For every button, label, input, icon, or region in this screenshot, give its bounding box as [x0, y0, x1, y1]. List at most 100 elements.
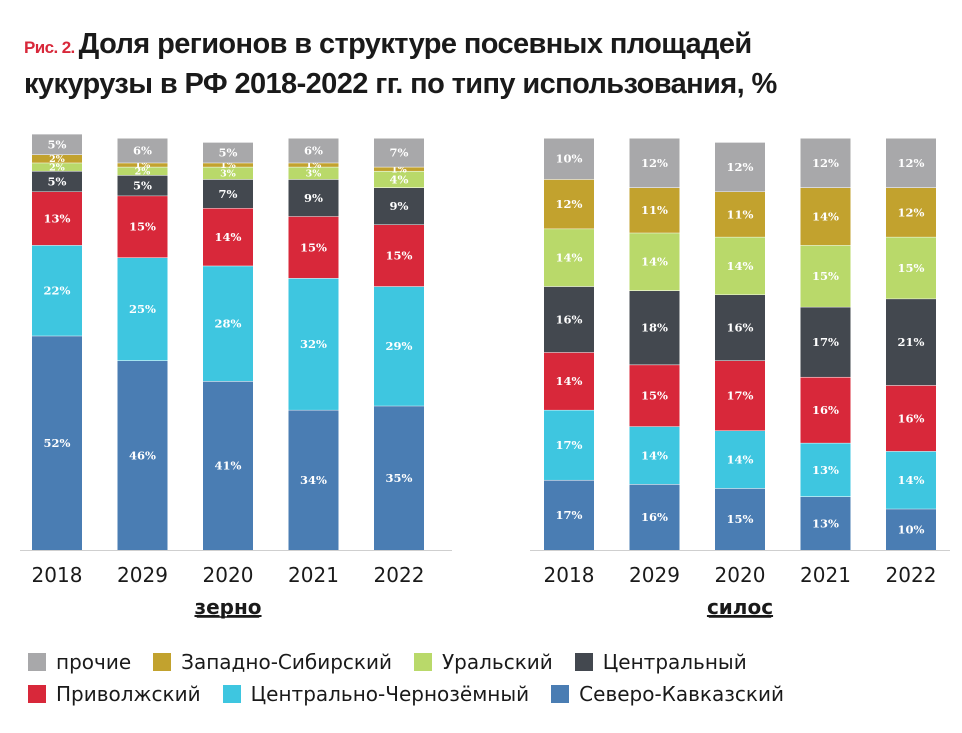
- data-label: 6%: [133, 144, 152, 158]
- x-tick-label: 2018: [32, 563, 83, 587]
- data-label: 46%: [129, 448, 156, 462]
- x-tick-label: 2018: [544, 563, 595, 587]
- data-label: 1%: [220, 160, 236, 171]
- bar-segment-zapsib: [32, 154, 82, 163]
- legend-item-centr: Центральный: [574, 650, 747, 674]
- title-line-1: Рис. 2. Доля регионов в структуре посевны…: [24, 26, 944, 66]
- data-label: 15%: [898, 261, 925, 275]
- data-label: 16%: [898, 411, 925, 425]
- bar-segment-privolzh: [629, 364, 680, 427]
- bar-segment-ccz: [800, 442, 851, 497]
- bar-segment-privolzh: [800, 376, 851, 443]
- legend-swatch: [574, 653, 593, 671]
- bar-segment-prochie: [800, 138, 851, 188]
- data-label: 1%: [135, 160, 151, 171]
- x-tick-label: 2021: [288, 563, 339, 587]
- bar-segment-ural: [288, 166, 339, 180]
- legend-item-ccz: Центрально-Чернозёмный: [222, 682, 530, 706]
- legend-swatch: [413, 653, 432, 671]
- bar-segment-prochie: [32, 133, 82, 155]
- bar-segment-ccz: [32, 245, 82, 336]
- data-label: 16%: [727, 321, 754, 335]
- data-label: 14%: [641, 255, 668, 269]
- data-label: 12%: [812, 156, 839, 170]
- data-label: 5%: [48, 137, 67, 151]
- legend-row: Приволжский Центрально-Чернозёмный Северо-…: [28, 678, 948, 710]
- data-label: 2%: [135, 166, 151, 177]
- bar-segment-zapsib: [374, 166, 424, 171]
- data-label: 14%: [556, 251, 583, 265]
- bar-segment-ccz: [629, 426, 680, 485]
- data-label: 10%: [898, 523, 925, 537]
- bar-segment-skfo: [117, 360, 168, 550]
- bar-segment-skfo: [374, 405, 424, 550]
- legend-label: Центральный: [602, 650, 747, 674]
- data-label: 14%: [812, 209, 839, 223]
- legend-item-skfo: Северо-Кавказский: [551, 682, 784, 706]
- data-label: 4%: [390, 172, 409, 186]
- bar-segment-ccz: [544, 409, 594, 480]
- data-label: 15%: [812, 269, 839, 283]
- data-label: 11%: [641, 203, 668, 217]
- bar-segment-zapsib: [715, 191, 765, 237]
- bar-segment-centr: [715, 294, 765, 361]
- bar-segment-prochie: [886, 138, 936, 188]
- data-label: 17%: [727, 389, 754, 403]
- bar-segment-privolzh: [886, 385, 936, 452]
- x-tick-label: 2029: [629, 563, 680, 587]
- bar-segment-zapsib: [629, 187, 680, 233]
- data-label: 22%: [44, 284, 71, 298]
- data-label: 12%: [556, 197, 583, 211]
- bar-segment-ccz: [288, 278, 339, 410]
- bar-segment-skfo: [32, 335, 82, 550]
- data-label: 5%: [219, 146, 238, 160]
- legend-label: Центрально-Чернозёмный: [250, 682, 530, 706]
- legend-label: Приволжский: [56, 682, 201, 706]
- data-label: 7%: [390, 146, 409, 160]
- bar-segment-centr: [203, 179, 253, 209]
- bar-segment-skfo: [203, 381, 253, 550]
- data-label: 10%: [556, 152, 583, 166]
- data-label: 17%: [556, 508, 583, 522]
- chart-legend: прочие Западно-Сибирский Уральский Централь…: [28, 646, 948, 710]
- bar-segment-centr: [629, 290, 680, 365]
- x-tick-label: 2029: [117, 563, 168, 587]
- bar-segment-skfo: [800, 496, 851, 550]
- bar-segment-zapsib: [288, 162, 339, 167]
- bar-segment-centr: [374, 187, 424, 225]
- data-label: 41%: [215, 459, 242, 473]
- bar-segment-centr: [886, 298, 936, 386]
- bar-segment-zapsib: [117, 162, 168, 167]
- bar-segment-centr: [117, 175, 168, 196]
- data-label: 15%: [386, 249, 413, 263]
- bar-segment-skfo: [886, 508, 936, 550]
- data-label: 17%: [556, 438, 583, 452]
- legend-item-ural: Уральский: [413, 650, 553, 674]
- legend-swatch: [28, 685, 46, 703]
- legend-swatch: [222, 685, 241, 703]
- data-label: 28%: [215, 317, 242, 331]
- data-label: 14%: [898, 473, 925, 487]
- data-label: 2%: [49, 162, 65, 173]
- bar-segment-privolzh: [32, 191, 82, 246]
- data-label: 2%: [49, 154, 65, 165]
- title-line-2: кукурузы в РФ 2018-2022 гг. по типу испо…: [24, 68, 777, 100]
- data-label: 14%: [727, 259, 754, 273]
- data-label: 1%: [391, 164, 407, 175]
- data-label: 14%: [727, 453, 754, 467]
- data-label: 12%: [641, 156, 668, 170]
- data-label: 12%: [898, 156, 925, 170]
- data-label: 25%: [129, 302, 156, 316]
- bar-segment-skfo: [629, 484, 680, 550]
- bar-segment-prochie: [629, 138, 680, 188]
- bar-segment-ural: [629, 232, 680, 291]
- data-label: 52%: [44, 436, 71, 450]
- x-tick-label: 2022: [374, 563, 425, 587]
- bar-segment-centr: [544, 286, 594, 353]
- bar-segment-privolzh: [288, 216, 339, 279]
- x-tick-label: 2020: [715, 563, 766, 587]
- data-label: 15%: [641, 389, 668, 403]
- data-label: 3%: [220, 168, 236, 179]
- bar-segment-privolzh: [117, 195, 168, 258]
- bar-segment-privolzh: [203, 208, 253, 266]
